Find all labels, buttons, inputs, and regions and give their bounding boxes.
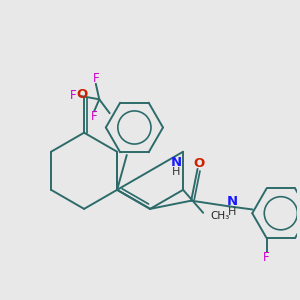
Text: O: O [194,157,205,170]
Text: N: N [171,156,182,169]
Text: F: F [91,110,98,123]
Text: F: F [263,250,270,264]
Text: CH₃: CH₃ [210,211,229,221]
Text: F: F [92,72,99,85]
Text: F: F [70,89,76,102]
Text: H: H [172,167,180,177]
Text: N: N [227,195,238,208]
Text: O: O [77,88,88,101]
Text: H: H [228,206,236,217]
